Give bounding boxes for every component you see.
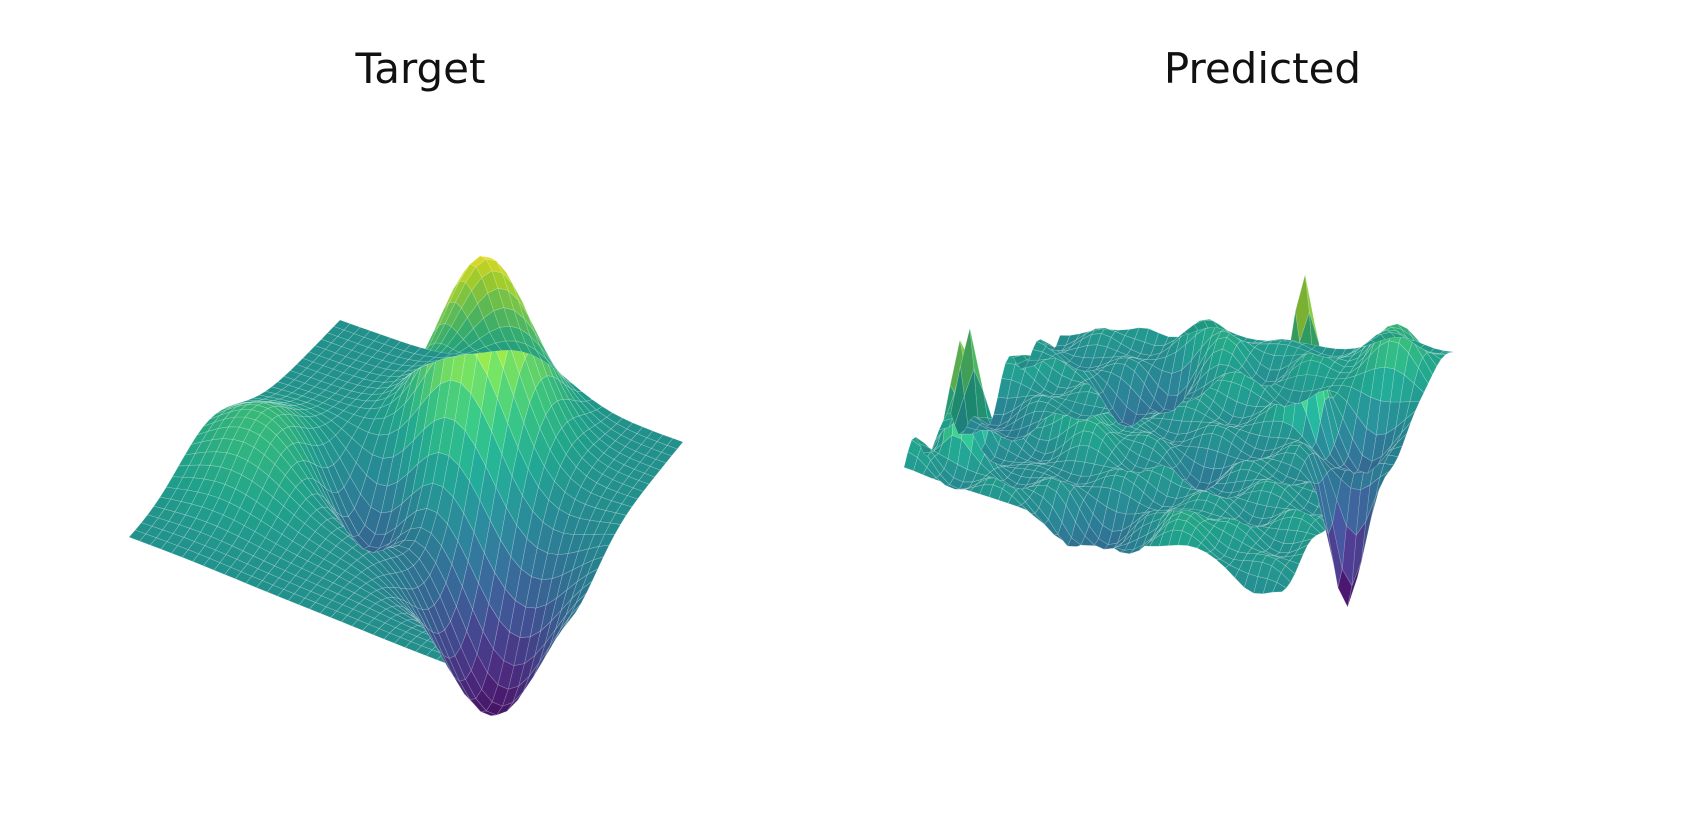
surface-facet <box>1360 339 1376 348</box>
surface-facet <box>333 319 351 331</box>
surface-facet <box>545 358 563 376</box>
surface-facet <box>636 426 654 439</box>
surface-facet <box>1183 324 1199 335</box>
surface-facet <box>1311 345 1327 355</box>
surface-facet <box>444 353 462 358</box>
surface-facet <box>1144 328 1159 346</box>
surface-facet <box>1213 320 1228 331</box>
predicted-title: Predicted <box>1163 44 1362 93</box>
surface-facet <box>1321 347 1337 357</box>
surface-facet <box>1163 336 1179 346</box>
target-title: Target <box>355 44 486 93</box>
surface-facet <box>565 379 583 393</box>
surface-facet <box>414 347 432 357</box>
surface-facet <box>394 340 411 352</box>
surface-facet <box>464 350 482 355</box>
surface-facet <box>575 390 593 402</box>
surface-facet <box>383 337 401 348</box>
surface-facet <box>1055 335 1071 347</box>
surface-facet <box>1232 334 1248 342</box>
surface-facet <box>424 349 442 358</box>
surface-facet <box>404 344 422 354</box>
target-panel: Target <box>0 0 841 830</box>
surface-facet <box>1242 337 1258 344</box>
surface-facet <box>1104 327 1120 332</box>
surface-facet <box>1439 350 1455 354</box>
surface-facet <box>1252 339 1268 344</box>
surface-facet <box>1085 328 1100 335</box>
predicted-surface <box>903 274 1455 608</box>
surface-facet <box>1124 327 1140 340</box>
surface-facet <box>373 333 391 345</box>
predicted-panel: Predicted <box>842 0 1683 830</box>
surface-facet <box>363 330 381 342</box>
surface-facet <box>1272 338 1287 342</box>
target-surface <box>128 255 684 717</box>
surface-facet <box>434 352 452 358</box>
